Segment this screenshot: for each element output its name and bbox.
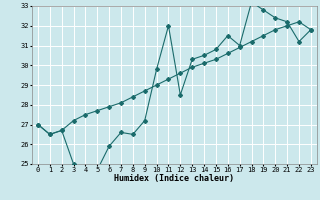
X-axis label: Humidex (Indice chaleur): Humidex (Indice chaleur): [115, 174, 234, 183]
